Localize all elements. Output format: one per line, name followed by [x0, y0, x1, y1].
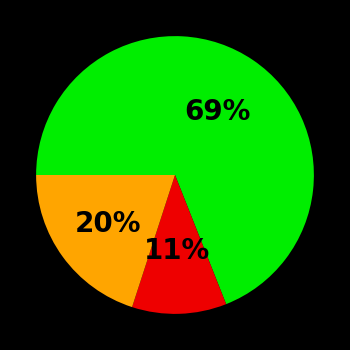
- Wedge shape: [36, 36, 314, 304]
- Text: 11%: 11%: [144, 237, 210, 265]
- Wedge shape: [132, 175, 226, 314]
- Wedge shape: [36, 175, 175, 307]
- Text: 69%: 69%: [185, 98, 251, 126]
- Text: 20%: 20%: [74, 210, 141, 238]
